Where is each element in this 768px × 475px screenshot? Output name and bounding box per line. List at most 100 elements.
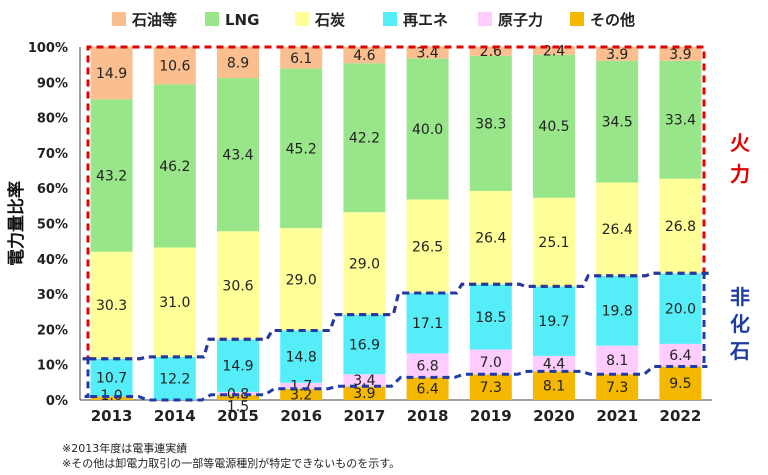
legend-label: 再エネ	[403, 11, 448, 29]
non-fossil-region-outline	[82, 271, 710, 402]
legend-swatch	[570, 12, 584, 26]
data-label: 6.1	[290, 51, 312, 67]
y-tick-label: 90%	[37, 76, 68, 91]
bar-segment	[659, 178, 702, 274]
data-label: 6.4	[416, 382, 438, 398]
bar-segment	[406, 58, 449, 200]
bar-segment	[153, 247, 196, 357]
data-label: 3.9	[669, 47, 691, 63]
data-label: 4.6	[353, 48, 375, 64]
data-label: 8.1	[543, 379, 565, 395]
data-label: 1.7	[290, 379, 312, 395]
bar-segment	[343, 63, 386, 213]
data-label: 43.4	[222, 148, 253, 164]
data-label: 10.7	[96, 371, 127, 387]
legend-swatch	[478, 12, 492, 26]
data-label: 3.9	[606, 47, 628, 63]
bar-segment	[343, 314, 386, 375]
data-label: 31.0	[159, 295, 190, 311]
bar-segment	[596, 275, 639, 346]
bar-segment	[280, 382, 323, 389]
legend-label: 石油等	[131, 11, 177, 29]
data-label: 10.6	[159, 59, 190, 75]
y-tick-label: 80%	[37, 112, 68, 127]
bar-segment	[533, 197, 575, 287]
data-label: 20.0	[665, 302, 696, 318]
bar-segment	[533, 46, 575, 55]
data-label: 26.4	[602, 222, 633, 238]
y-tick-label: 60%	[37, 182, 68, 197]
data-label: 26.8	[665, 219, 696, 235]
data-label: 19.7	[538, 314, 569, 330]
data-label: 14.9	[222, 359, 253, 375]
bar-segment	[659, 343, 702, 367]
y-tick-label: 40%	[37, 253, 68, 268]
data-label: 46.2	[159, 159, 190, 175]
x-tick-label: 2014	[154, 407, 196, 425]
bar-segment	[153, 84, 196, 248]
fossil-annotation: 火	[730, 131, 751, 155]
bar-segment	[659, 60, 702, 179]
legend-label: LNG	[225, 11, 259, 29]
bar-segment	[280, 388, 323, 400]
legend-label: その他	[590, 11, 635, 29]
bar-segment	[90, 358, 133, 397]
fossil-annotation: 力	[730, 162, 750, 186]
bar-segment	[596, 60, 639, 183]
data-label: 1.5	[227, 399, 249, 415]
bar-segment	[469, 284, 512, 350]
y-tick-label: 70%	[37, 147, 68, 162]
bar-segment	[343, 374, 386, 387]
non-fossil-annotation: 非	[730, 285, 750, 309]
x-tick-label: 2013	[91, 407, 133, 425]
data-label: 1.0	[100, 388, 122, 404]
bar-segment	[469, 374, 512, 400]
bar-segment	[280, 228, 323, 331]
x-tick-label: 2022	[660, 407, 702, 425]
data-label: 14.9	[96, 66, 127, 82]
bar-segment	[280, 330, 323, 383]
legend-label: 石炭	[314, 11, 345, 29]
bar-segment	[469, 55, 512, 192]
data-label: 7.3	[606, 380, 628, 396]
legend-swatch	[383, 12, 397, 26]
data-label: 14.8	[286, 350, 317, 366]
data-label: 16.9	[349, 337, 380, 353]
data-label: 29.0	[286, 272, 317, 288]
legend-swatch	[112, 12, 126, 26]
footnote: ※2013年度は電事連実績	[62, 441, 187, 455]
data-label: 9.5	[669, 376, 691, 392]
bar-segment	[596, 374, 639, 400]
data-label: 45.2	[286, 141, 317, 157]
data-label: 7.0	[480, 355, 502, 371]
bar-segment	[406, 46, 449, 59]
footnote: ※その他は卸電力取引の一部等電源種別が特定できないものを示す。	[62, 456, 400, 470]
data-label: 3.9	[353, 386, 375, 402]
bar-segment	[280, 68, 323, 229]
bar-segment	[596, 345, 639, 375]
data-label: 29.0	[349, 256, 380, 272]
data-label: 26.4	[475, 231, 506, 247]
x-tick-label: 2018	[407, 407, 449, 425]
bar-segment	[469, 191, 512, 285]
bar-segment	[217, 339, 259, 392]
bar-segment	[406, 377, 449, 400]
non-fossil-annotation: 石	[729, 339, 750, 363]
data-label: 30.3	[96, 298, 127, 314]
x-tick-label: 2016	[280, 407, 322, 425]
x-tick-label: 2015	[217, 407, 259, 425]
data-label: 34.5	[602, 115, 633, 131]
y-tick-label: 50%	[37, 218, 68, 233]
bar-segment	[217, 78, 259, 232]
data-label: 30.6	[222, 278, 253, 294]
y-tick-label: 100%	[28, 41, 68, 56]
data-label: 6.4	[669, 348, 691, 364]
data-label: 7.3	[480, 380, 502, 396]
x-tick-label: 2020	[533, 407, 575, 425]
bar-segment	[596, 47, 639, 61]
bar-segment	[406, 353, 449, 378]
bar-segment	[659, 366, 702, 400]
bar-segment	[217, 46, 259, 79]
data-label: 38.3	[475, 116, 506, 132]
